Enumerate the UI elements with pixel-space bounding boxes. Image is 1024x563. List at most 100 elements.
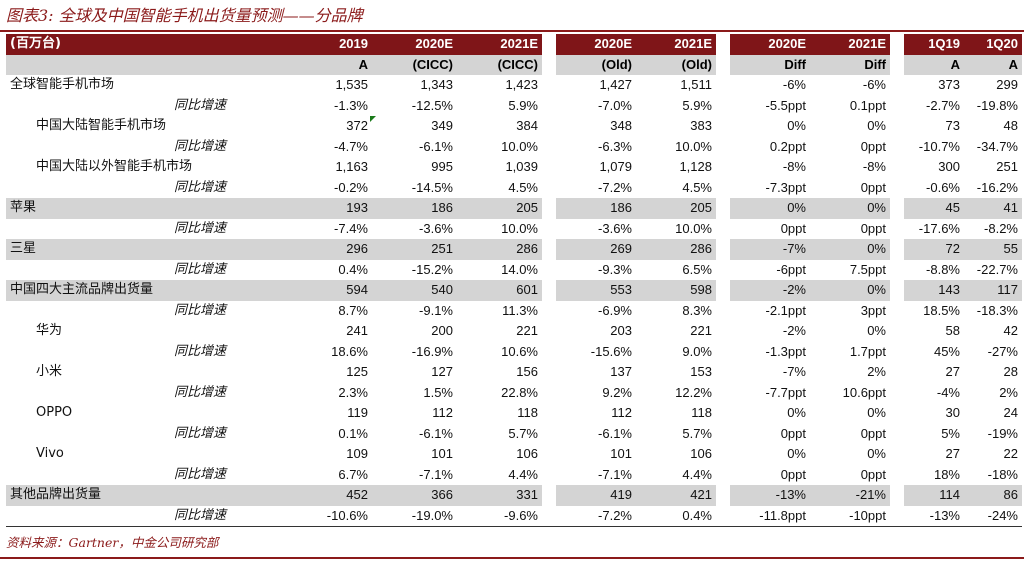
table-cell: -8% [782, 159, 806, 174]
table-cell: 18.6% [331, 343, 368, 359]
column-gap [716, 464, 730, 485]
table-cell: 0% [730, 198, 810, 219]
table-cell: 0ppt [860, 179, 886, 195]
sub-header: (Old) [556, 54, 636, 75]
table-cell: 24 [1003, 405, 1018, 420]
column-gap [542, 280, 556, 301]
table-cell: 0% [810, 280, 890, 301]
table-cell: -16.2% [976, 179, 1018, 195]
column-gap [542, 321, 556, 342]
table-cell: 73 [945, 118, 960, 133]
page-title: 图表3: 全球及中国智能手机出货量预测——分品牌 [6, 6, 363, 25]
table-cell: -7.2% [598, 179, 632, 195]
sub-header: (CICC) [457, 54, 542, 75]
growth-row: 同比增速 -4.7% -6.1% 10.0% -6.3% 10.0% 0.2ppt 0ppt -… [6, 136, 1022, 157]
table-cell: 1,427 [599, 77, 632, 92]
column-gap [542, 259, 556, 280]
source-note: 资料来源：Gartner，中金公司研究部 [6, 535, 219, 550]
table-row: Vivo 109 101 106 101 106 0% 0% 27 22 [6, 444, 1022, 465]
header-row-sub: A (CICC) (CICC) (Old) (Old) Diff Diff A … [6, 54, 1022, 75]
growth-row: 同比增速 2.3% 1.5% 22.8% 9.2% 12.2% -7.7ppt 10.6ppt… [6, 382, 1022, 403]
row-label: 同比增速 [6, 505, 282, 527]
sub-header: (Old) [636, 54, 716, 75]
col-header: 1Q20 [964, 34, 1022, 55]
table-cell: 995 [431, 159, 453, 174]
column-gap [716, 198, 730, 219]
column-gap [542, 382, 556, 403]
row-label: 同比增速 [174, 384, 227, 400]
column-gap [716, 485, 730, 506]
table-cell: -1.3ppt [765, 343, 806, 359]
table-cell: 421 [636, 485, 716, 506]
table-cell: 0.4% [338, 261, 368, 277]
table-cell: 0% [867, 118, 886, 133]
column-gap [542, 505, 556, 527]
table-cell: -6.1% [419, 425, 453, 441]
sub-header: Diff [730, 54, 810, 75]
table-cell: 1.7ppt [849, 343, 886, 359]
row-label: 华为 [36, 323, 63, 338]
table-cell: 5.7% [508, 425, 538, 441]
column-gap [716, 362, 730, 383]
sub-header: A [964, 54, 1022, 75]
table-row: 小米 125 127 156 137 153 -7% 2% 27 28 [6, 362, 1022, 383]
table-cell: 1,511 [680, 77, 712, 92]
table-cell: -10ppt [810, 505, 890, 527]
table-row: 中国大陆以外智能手机市场 1,163 995 1,039 1,079 1,128 -8% -8… [6, 157, 1022, 178]
sub-header: A [282, 54, 372, 75]
table-cell: -6% [862, 77, 886, 92]
table-cell: -19.8% [976, 97, 1018, 113]
row-label: 同比增速 [174, 97, 227, 113]
table-cell: 349 [431, 118, 453, 133]
column-gap [890, 75, 904, 96]
table-cell: -6% [782, 77, 806, 92]
column-gap [890, 136, 904, 157]
table-cell: 112 [611, 405, 632, 420]
table-row: OPPO 119 112 118 112 118 0% 0% 30 24 [6, 403, 1022, 424]
table-cell: 18.5% [923, 302, 960, 318]
table-cell: -18.3% [976, 302, 1018, 318]
column-gap [716, 321, 730, 342]
row-label: OPPO [36, 405, 73, 420]
table-body: 全球智能手机市场 1,535 1,343 1,423 1,427 1,511 -6% -6% 3… [6, 75, 1022, 527]
table-cell: -7.4% [334, 220, 368, 236]
table-cell: 1,535 [335, 77, 368, 92]
cell-comment-marker [370, 116, 376, 122]
table-row: 三星 296 251 286 269 286 -7% 0% 72 55 [6, 239, 1022, 260]
table-cell: 0ppt [860, 466, 886, 482]
table-cell: 5.7% [682, 425, 712, 441]
table-cell: 193 [282, 198, 372, 219]
table-cell: 27 [945, 364, 960, 379]
row-label: 同比增速 [174, 179, 227, 195]
growth-row: 同比增速 0.4% -15.2% 14.0% -9.3% 6.5% -6ppt 7.5ppt -… [6, 259, 1022, 280]
column-gap [716, 54, 730, 75]
table-cell: 10.0% [675, 220, 712, 236]
table-cell: 0ppt [780, 425, 806, 441]
growth-row: 同比增速 -0.2% -14.5% 4.5% -7.2% 4.5% -7.3ppt 0ppt -… [6, 177, 1022, 198]
row-label: Vivo [36, 446, 64, 461]
growth-row: 同比增速 -10.6% -19.0% -9.6% -7.2% 0.4% -11.8ppt -1… [6, 505, 1022, 527]
table-cell: 296 [282, 239, 372, 260]
sub-header: Diff [810, 54, 890, 75]
column-gap [890, 280, 904, 301]
table-cell: 5.9% [682, 97, 712, 113]
row-label: 同比增速 [174, 302, 227, 318]
table-cell: -6.1% [419, 138, 453, 154]
table-cell: 553 [556, 280, 636, 301]
table-cell: 58 [945, 323, 960, 338]
column-gap [542, 485, 556, 506]
table-cell: 28 [1003, 364, 1018, 379]
table-cell: 22.8% [501, 384, 538, 400]
column-gap [890, 321, 904, 342]
table-cell: 0% [867, 323, 886, 338]
column-gap [716, 505, 730, 527]
table-cell: 55 [964, 239, 1022, 260]
table-cell: 48 [1003, 118, 1018, 133]
column-gap [716, 444, 730, 465]
table-cell: 2% [999, 384, 1018, 400]
table-cell: -27% [987, 343, 1018, 359]
table-cell: 0.1% [338, 425, 368, 441]
table-cell: -13% [904, 505, 964, 527]
table-cell: -7.1% [598, 466, 632, 482]
table-cell: 1,079 [599, 159, 632, 174]
